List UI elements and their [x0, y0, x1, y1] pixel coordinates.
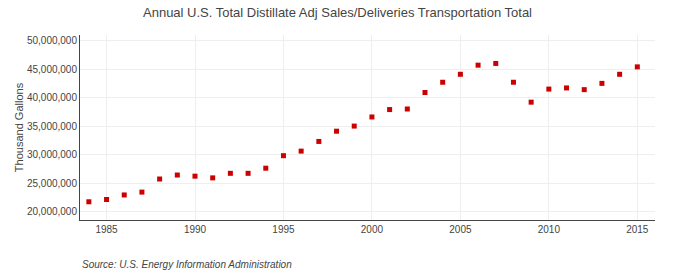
svg-text:45,000,000: 45,000,000	[27, 64, 77, 75]
svg-text:2010: 2010	[538, 224, 561, 235]
svg-text:40,000,000: 40,000,000	[27, 92, 77, 103]
svg-text:50,000,000: 50,000,000	[27, 35, 77, 46]
svg-text:25,000,000: 25,000,000	[27, 178, 77, 189]
svg-text:2005: 2005	[449, 224, 472, 235]
svg-text:20,000,000: 20,000,000	[27, 206, 77, 217]
svg-text:2015: 2015	[626, 224, 649, 235]
svg-text:Source: U.S. Energy Informatio: Source: U.S. Energy Information Administ…	[82, 259, 292, 270]
svg-text:1995: 1995	[272, 224, 295, 235]
svg-text:Annual U.S. Total Distillate A: Annual U.S. Total Distillate Adj Sales/D…	[143, 5, 532, 20]
svg-text:35,000,000: 35,000,000	[27, 121, 77, 132]
svg-text:1990: 1990	[184, 224, 207, 235]
svg-text:30,000,000: 30,000,000	[27, 149, 77, 160]
svg-text:Thousand Gallons: Thousand Gallons	[13, 82, 25, 172]
svg-text:1985: 1985	[95, 224, 118, 235]
svg-text:2000: 2000	[361, 224, 384, 235]
